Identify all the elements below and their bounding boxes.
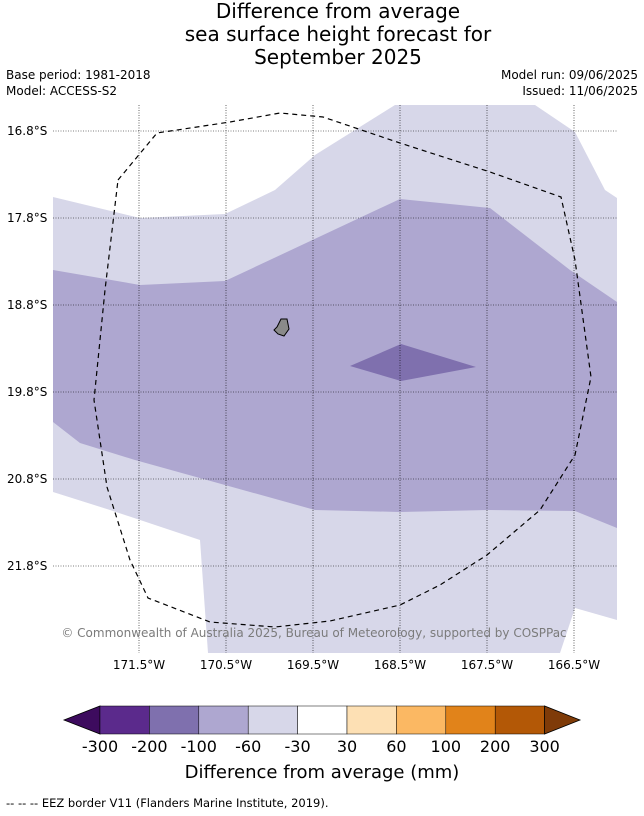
eez-border: [93, 112, 592, 628]
meta-right: Model run: 09/06/2025 Issued: 11/06/2025: [501, 67, 638, 99]
colorbar-label-5: -30: [285, 737, 311, 756]
lon-label-4: 168.5°W: [374, 658, 426, 672]
colorbar-segment-1: [99, 705, 150, 735]
colorbar-segment-4: [247, 705, 298, 735]
issued-text: Issued: 11/06/2025: [522, 84, 638, 98]
title-line-2: sea surface height forecast for: [184, 22, 492, 46]
colorbar-label-2: -200: [131, 737, 167, 756]
colorbar-segment-2: [149, 705, 200, 735]
lat-label-1: 16.8°S: [7, 124, 47, 138]
colorbar-label-1: -300: [82, 737, 118, 756]
colorbar-segment-3: [198, 705, 249, 735]
colorbar-label-4: -60: [235, 737, 261, 756]
colorbar-segment-6: [346, 705, 397, 735]
model-run-text: Model run: 09/06/2025: [500, 68, 638, 82]
colorbar-label-7: 60: [386, 737, 406, 756]
map-figure: 16.8°S 17.8°S 18.8°S 19.8°S 20.8°S 21.8°…: [7, 105, 617, 783]
colorbar-label-8: 100: [431, 737, 462, 756]
island-land: [273, 318, 290, 337]
colorbar-label-3: -100: [181, 737, 217, 756]
colorbar-label-9: 200: [480, 737, 511, 756]
colorbar-labels: -300 -200 -100 -60 -30 30 60 100 200 300: [82, 737, 560, 756]
lat-label-6: 21.8°S: [7, 559, 47, 573]
lat-label-5: 20.8°S: [7, 472, 47, 486]
base-period-text: Base period: 1981-2018: [6, 68, 151, 82]
lon-label-2: 170.5°W: [200, 658, 252, 672]
colorbar-segment-8: [445, 705, 496, 735]
colorbar-segment-7: [396, 705, 447, 735]
lat-label-4: 19.8°S: [7, 385, 47, 399]
colorbar-title: Difference from average (mm): [185, 762, 460, 783]
colorbar-label-6: 30: [337, 737, 357, 756]
lon-label-3: 169.5°W: [287, 658, 339, 672]
lat-label-3: 18.8°S: [7, 298, 47, 312]
copyright-text: © Commonwealth of Australia 2025, Bureau…: [61, 626, 566, 640]
lat-label-2: 17.8°S: [7, 211, 47, 225]
colorbar-segment-9: [494, 705, 545, 735]
colorbar-label-10: 300: [529, 737, 560, 756]
lon-label-1: 171.5°W: [113, 658, 165, 672]
chart-title: Difference from average sea surface heig…: [0, 0, 644, 69]
colorbar-extend-low: [62, 705, 101, 735]
meta-left: Base period: 1981-2018 Model: ACCESS-S2: [6, 67, 151, 99]
colorbar-extend-high: [544, 705, 582, 735]
anomaly-band-dark: [350, 344, 476, 381]
title-line-3: September 2025: [254, 45, 422, 69]
map-area: [53, 105, 617, 653]
eez-footnote: -- -- -- EEZ border V11 (Flanders Marine…: [6, 796, 329, 810]
model-text: Model: ACCESS-S2: [6, 84, 118, 98]
title-line-1: Difference from average: [215, 0, 461, 23]
colorbar-segment-5: [297, 705, 348, 735]
lon-label-5: 167.5°W: [461, 658, 513, 672]
latitude-labels: 16.8°S 17.8°S 18.8°S 19.8°S 20.8°S 21.8°…: [7, 124, 47, 573]
colorbar: -300 -200 -100 -60 -30 30 60 100 200 300…: [62, 705, 582, 783]
gridlines: [53, 105, 617, 653]
anomaly-band-medium: [53, 199, 617, 528]
lon-label-6: 166.5°W: [548, 658, 600, 672]
longitude-labels: 171.5°W 170.5°W 169.5°W 168.5°W 167.5°W …: [113, 658, 600, 672]
